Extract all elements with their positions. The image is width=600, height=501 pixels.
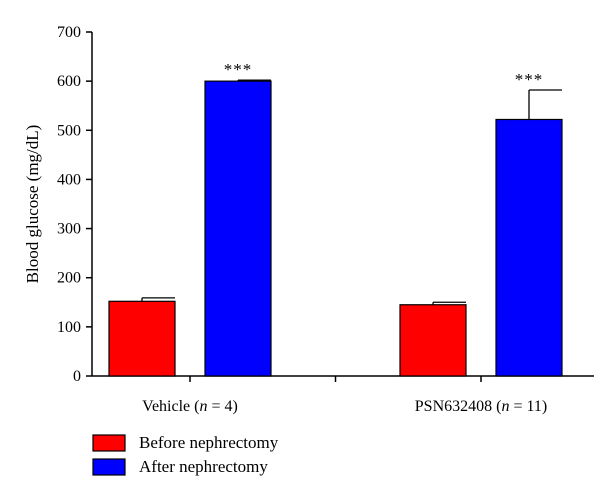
y-axis-title: Blood glucose (mg/dL) [23,125,42,284]
y-tick-label: 200 [57,270,81,287]
y-tick-label: 0 [73,368,81,385]
category-label: PSN632408 (n = 11) [415,398,547,415]
bars: *** *** [108,60,563,377]
bar-after-0 [204,80,272,377]
bar-before-0 [108,300,176,377]
y-tick-label: 600 [57,73,81,90]
legend-swatch-before [92,434,126,452]
legend-label: Before nephrectomy [139,433,279,452]
legend-label: After nephrectomy [139,457,268,476]
y-axis: 0 100 200 300 400 500 600 700 [57,24,93,385]
significance-label: *** [224,60,253,79]
category-labels: Vehicle (n = 4) PSN632408 (n = 11) [142,398,547,415]
significance-label: *** [515,70,544,89]
y-tick-label: 700 [57,24,81,41]
x-axis [92,375,594,382]
y-tick-label: 400 [57,171,81,188]
legend-swatch-after [92,458,126,476]
bar-before-1 [399,304,467,377]
y-tick-label: 500 [57,122,81,139]
category-label: Vehicle (n = 4) [142,398,238,415]
y-tick-label: 300 [57,221,81,238]
legend: Before nephrectomy After nephrectomy [92,433,279,476]
y-tick-label: 100 [57,319,81,336]
bar-after-1 [495,118,563,377]
